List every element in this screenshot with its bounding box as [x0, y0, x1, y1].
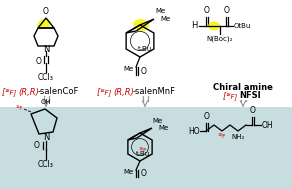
Ellipse shape	[133, 19, 149, 31]
Ellipse shape	[37, 19, 51, 29]
Text: O: O	[224, 6, 230, 15]
Text: ¹⁸F: ¹⁸F	[139, 148, 147, 153]
Text: O: O	[33, 142, 39, 150]
Text: N: N	[43, 44, 49, 53]
Text: O: O	[141, 67, 147, 75]
Text: O: O	[35, 57, 41, 67]
Text: CCl₃: CCl₃	[38, 73, 54, 82]
Text: [: [	[97, 88, 100, 97]
Text: [: [	[223, 91, 226, 101]
Text: ¹⁸F]: ¹⁸F]	[100, 88, 112, 96]
Text: t-Bu: t-Bu	[138, 46, 152, 52]
Ellipse shape	[208, 22, 220, 30]
Text: HO: HO	[188, 126, 200, 136]
Text: ¹⁸F: ¹⁸F	[218, 134, 226, 139]
Text: O: O	[43, 7, 49, 16]
Text: -salenMnF: -salenMnF	[133, 88, 176, 97]
Text: Me: Me	[124, 169, 134, 175]
FancyBboxPatch shape	[0, 107, 292, 189]
Text: Me: Me	[152, 118, 162, 124]
Text: CCl₃: CCl₃	[38, 160, 54, 169]
Text: Me: Me	[155, 8, 165, 14]
Text: N: N	[43, 133, 49, 143]
Text: O: O	[204, 112, 210, 121]
Text: [: [	[2, 88, 5, 97]
Text: NH₂: NH₂	[231, 134, 245, 140]
Text: Me: Me	[158, 125, 168, 131]
Text: OtBu: OtBu	[234, 23, 251, 29]
Text: Me: Me	[124, 66, 134, 72]
Text: Me: Me	[160, 16, 170, 22]
Text: (R,R): (R,R)	[18, 88, 39, 97]
Text: O: O	[204, 6, 210, 15]
Text: ¹⁸F]: ¹⁸F]	[5, 88, 17, 96]
Text: O: O	[141, 170, 147, 178]
Text: OH: OH	[41, 99, 51, 105]
Text: -salenCoF: -salenCoF	[38, 88, 79, 97]
Text: O: O	[250, 106, 256, 115]
Text: N(Boc)₂: N(Boc)₂	[207, 36, 233, 43]
Text: H: H	[192, 22, 198, 30]
Text: ¹⁸F: ¹⁸F	[15, 105, 23, 111]
Text: OH: OH	[262, 121, 274, 129]
Text: t-Bu: t-Bu	[136, 151, 150, 157]
Text: ¹⁸F]: ¹⁸F]	[226, 92, 238, 100]
Text: NFSI: NFSI	[239, 91, 261, 101]
Text: Chiral amine: Chiral amine	[213, 84, 273, 92]
Text: (R,R): (R,R)	[113, 88, 134, 97]
